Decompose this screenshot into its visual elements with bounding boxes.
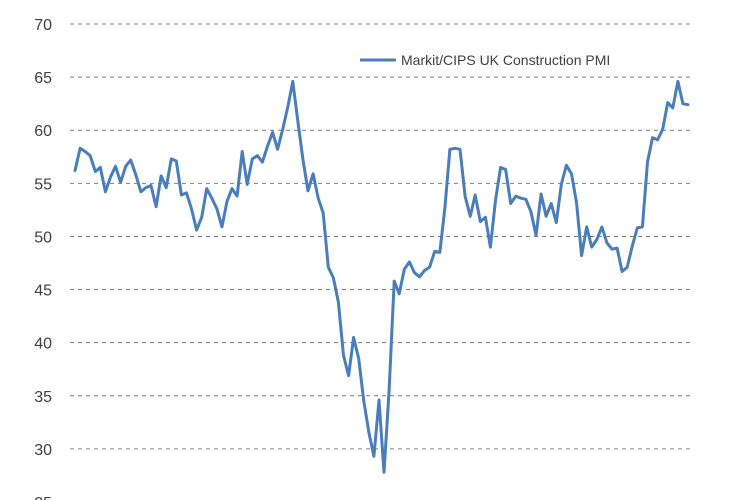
series-layer: [73, 79, 690, 474]
y-tick-label: 55: [34, 176, 52, 193]
legend: Markit/CIPS UK Construction PMI: [360, 52, 610, 68]
y-tick-label: 25: [34, 495, 52, 500]
y-tick-label: 65: [34, 70, 52, 87]
y-tick-label: 30: [34, 442, 52, 459]
y-tick-label: 35: [34, 389, 52, 406]
y-tick-label: 50: [34, 229, 52, 246]
y-axis-tick-labels: 25 30 35 40 45 50 55 60 65 70: [34, 17, 52, 500]
y-tick-label: 60: [34, 123, 52, 140]
y-tick-label: 45: [34, 283, 52, 300]
series-line-uk-construction-pmi: [73, 79, 690, 474]
legend-label: Markit/CIPS UK Construction PMI: [401, 52, 610, 68]
y-tick-label: 70: [34, 17, 52, 34]
y-tick-label: 40: [34, 336, 52, 353]
